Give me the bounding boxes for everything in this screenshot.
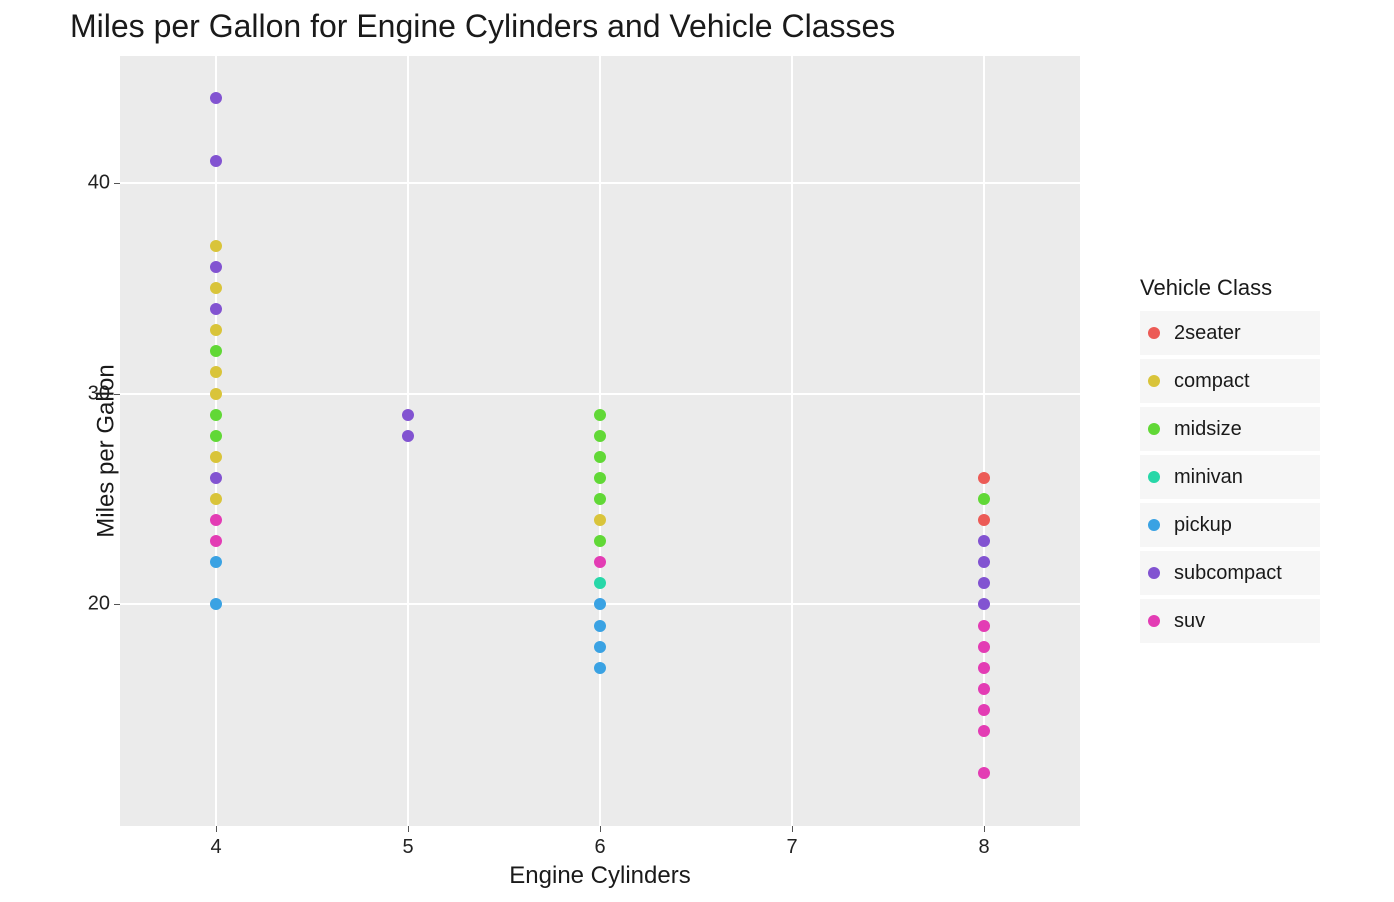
data-point <box>210 430 222 442</box>
data-point <box>210 598 222 610</box>
x-tick <box>984 826 985 832</box>
data-point <box>594 514 606 526</box>
data-point <box>594 577 606 589</box>
x-tick-label: 8 <box>978 836 989 859</box>
data-point <box>978 662 990 674</box>
legend-swatch-icon <box>1148 519 1160 531</box>
data-point <box>978 620 990 632</box>
legend-item[interactable]: compact <box>1140 359 1320 403</box>
y-tick <box>114 183 120 184</box>
data-point <box>978 598 990 610</box>
data-point <box>978 472 990 484</box>
x-tick <box>408 826 409 832</box>
y-tick <box>114 394 120 395</box>
legend-swatch-icon <box>1148 327 1160 339</box>
data-point <box>210 92 222 104</box>
data-point <box>210 155 222 167</box>
data-point <box>210 493 222 505</box>
legend-item[interactable]: subcompact <box>1140 551 1320 595</box>
data-point <box>594 535 606 547</box>
y-tick-label: 20 <box>76 593 110 616</box>
data-point <box>978 577 990 589</box>
figure: Miles per Gallon for Engine Cylinders an… <box>0 0 1394 902</box>
legend: Vehicle Class 2seater compact midsize miniv… <box>1140 275 1320 647</box>
legend-label: 2seater <box>1174 322 1241 345</box>
data-point <box>978 556 990 568</box>
legend-item[interactable]: minivan <box>1140 455 1320 499</box>
x-tick-label: 7 <box>786 836 797 859</box>
data-point <box>210 514 222 526</box>
legend-item[interactable]: pickup <box>1140 503 1320 547</box>
legend-label: suv <box>1174 610 1205 633</box>
legend-label: minivan <box>1174 466 1243 489</box>
legend-label: midsize <box>1174 418 1242 441</box>
legend-item[interactable]: suv <box>1140 599 1320 643</box>
legend-swatch-icon <box>1148 567 1160 579</box>
data-point <box>978 493 990 505</box>
data-point <box>978 704 990 716</box>
gridline-h <box>120 393 1080 395</box>
data-point <box>978 767 990 779</box>
data-point <box>210 345 222 357</box>
gridline-v <box>791 56 793 826</box>
data-point <box>594 662 606 674</box>
data-point <box>594 556 606 568</box>
data-point <box>978 641 990 653</box>
data-point <box>594 472 606 484</box>
data-point <box>210 324 222 336</box>
data-point <box>594 451 606 463</box>
legend-swatch-icon <box>1148 471 1160 483</box>
data-point <box>210 535 222 547</box>
legend-item[interactable]: 2seater <box>1140 311 1320 355</box>
legend-swatch-icon <box>1148 375 1160 387</box>
data-point <box>210 388 222 400</box>
data-point <box>210 366 222 378</box>
data-point <box>210 261 222 273</box>
y-tick-label: 40 <box>76 171 110 194</box>
data-point <box>594 620 606 632</box>
data-point <box>978 514 990 526</box>
data-point <box>210 240 222 252</box>
y-tick-label: 30 <box>76 382 110 405</box>
data-point <box>210 303 222 315</box>
data-point <box>402 409 414 421</box>
data-point <box>210 556 222 568</box>
chart-title: Miles per Gallon for Engine Cylinders an… <box>70 8 895 45</box>
data-point <box>594 493 606 505</box>
data-point <box>402 430 414 442</box>
x-tick-label: 6 <box>594 836 605 859</box>
data-point <box>210 451 222 463</box>
legend-item[interactable]: midsize <box>1140 407 1320 451</box>
legend-title: Vehicle Class <box>1140 275 1320 301</box>
legend-label: pickup <box>1174 514 1232 537</box>
legend-swatch-icon <box>1148 423 1160 435</box>
data-point <box>210 282 222 294</box>
x-tick-label: 4 <box>210 836 221 859</box>
legend-label: compact <box>1174 370 1250 393</box>
legend-swatch-icon <box>1148 615 1160 627</box>
data-point <box>978 725 990 737</box>
y-tick <box>114 604 120 605</box>
gridline-h <box>120 182 1080 184</box>
plot-area <box>120 56 1080 826</box>
x-tick-label: 5 <box>402 836 413 859</box>
data-point <box>210 472 222 484</box>
data-point <box>594 409 606 421</box>
legend-label: subcompact <box>1174 562 1282 585</box>
data-point <box>978 683 990 695</box>
x-tick <box>792 826 793 832</box>
data-point <box>594 641 606 653</box>
x-tick <box>216 826 217 832</box>
data-point <box>594 430 606 442</box>
x-tick <box>600 826 601 832</box>
data-point <box>210 409 222 421</box>
x-axis-label: Engine Cylinders <box>120 862 1080 890</box>
data-point <box>978 535 990 547</box>
data-point <box>594 598 606 610</box>
